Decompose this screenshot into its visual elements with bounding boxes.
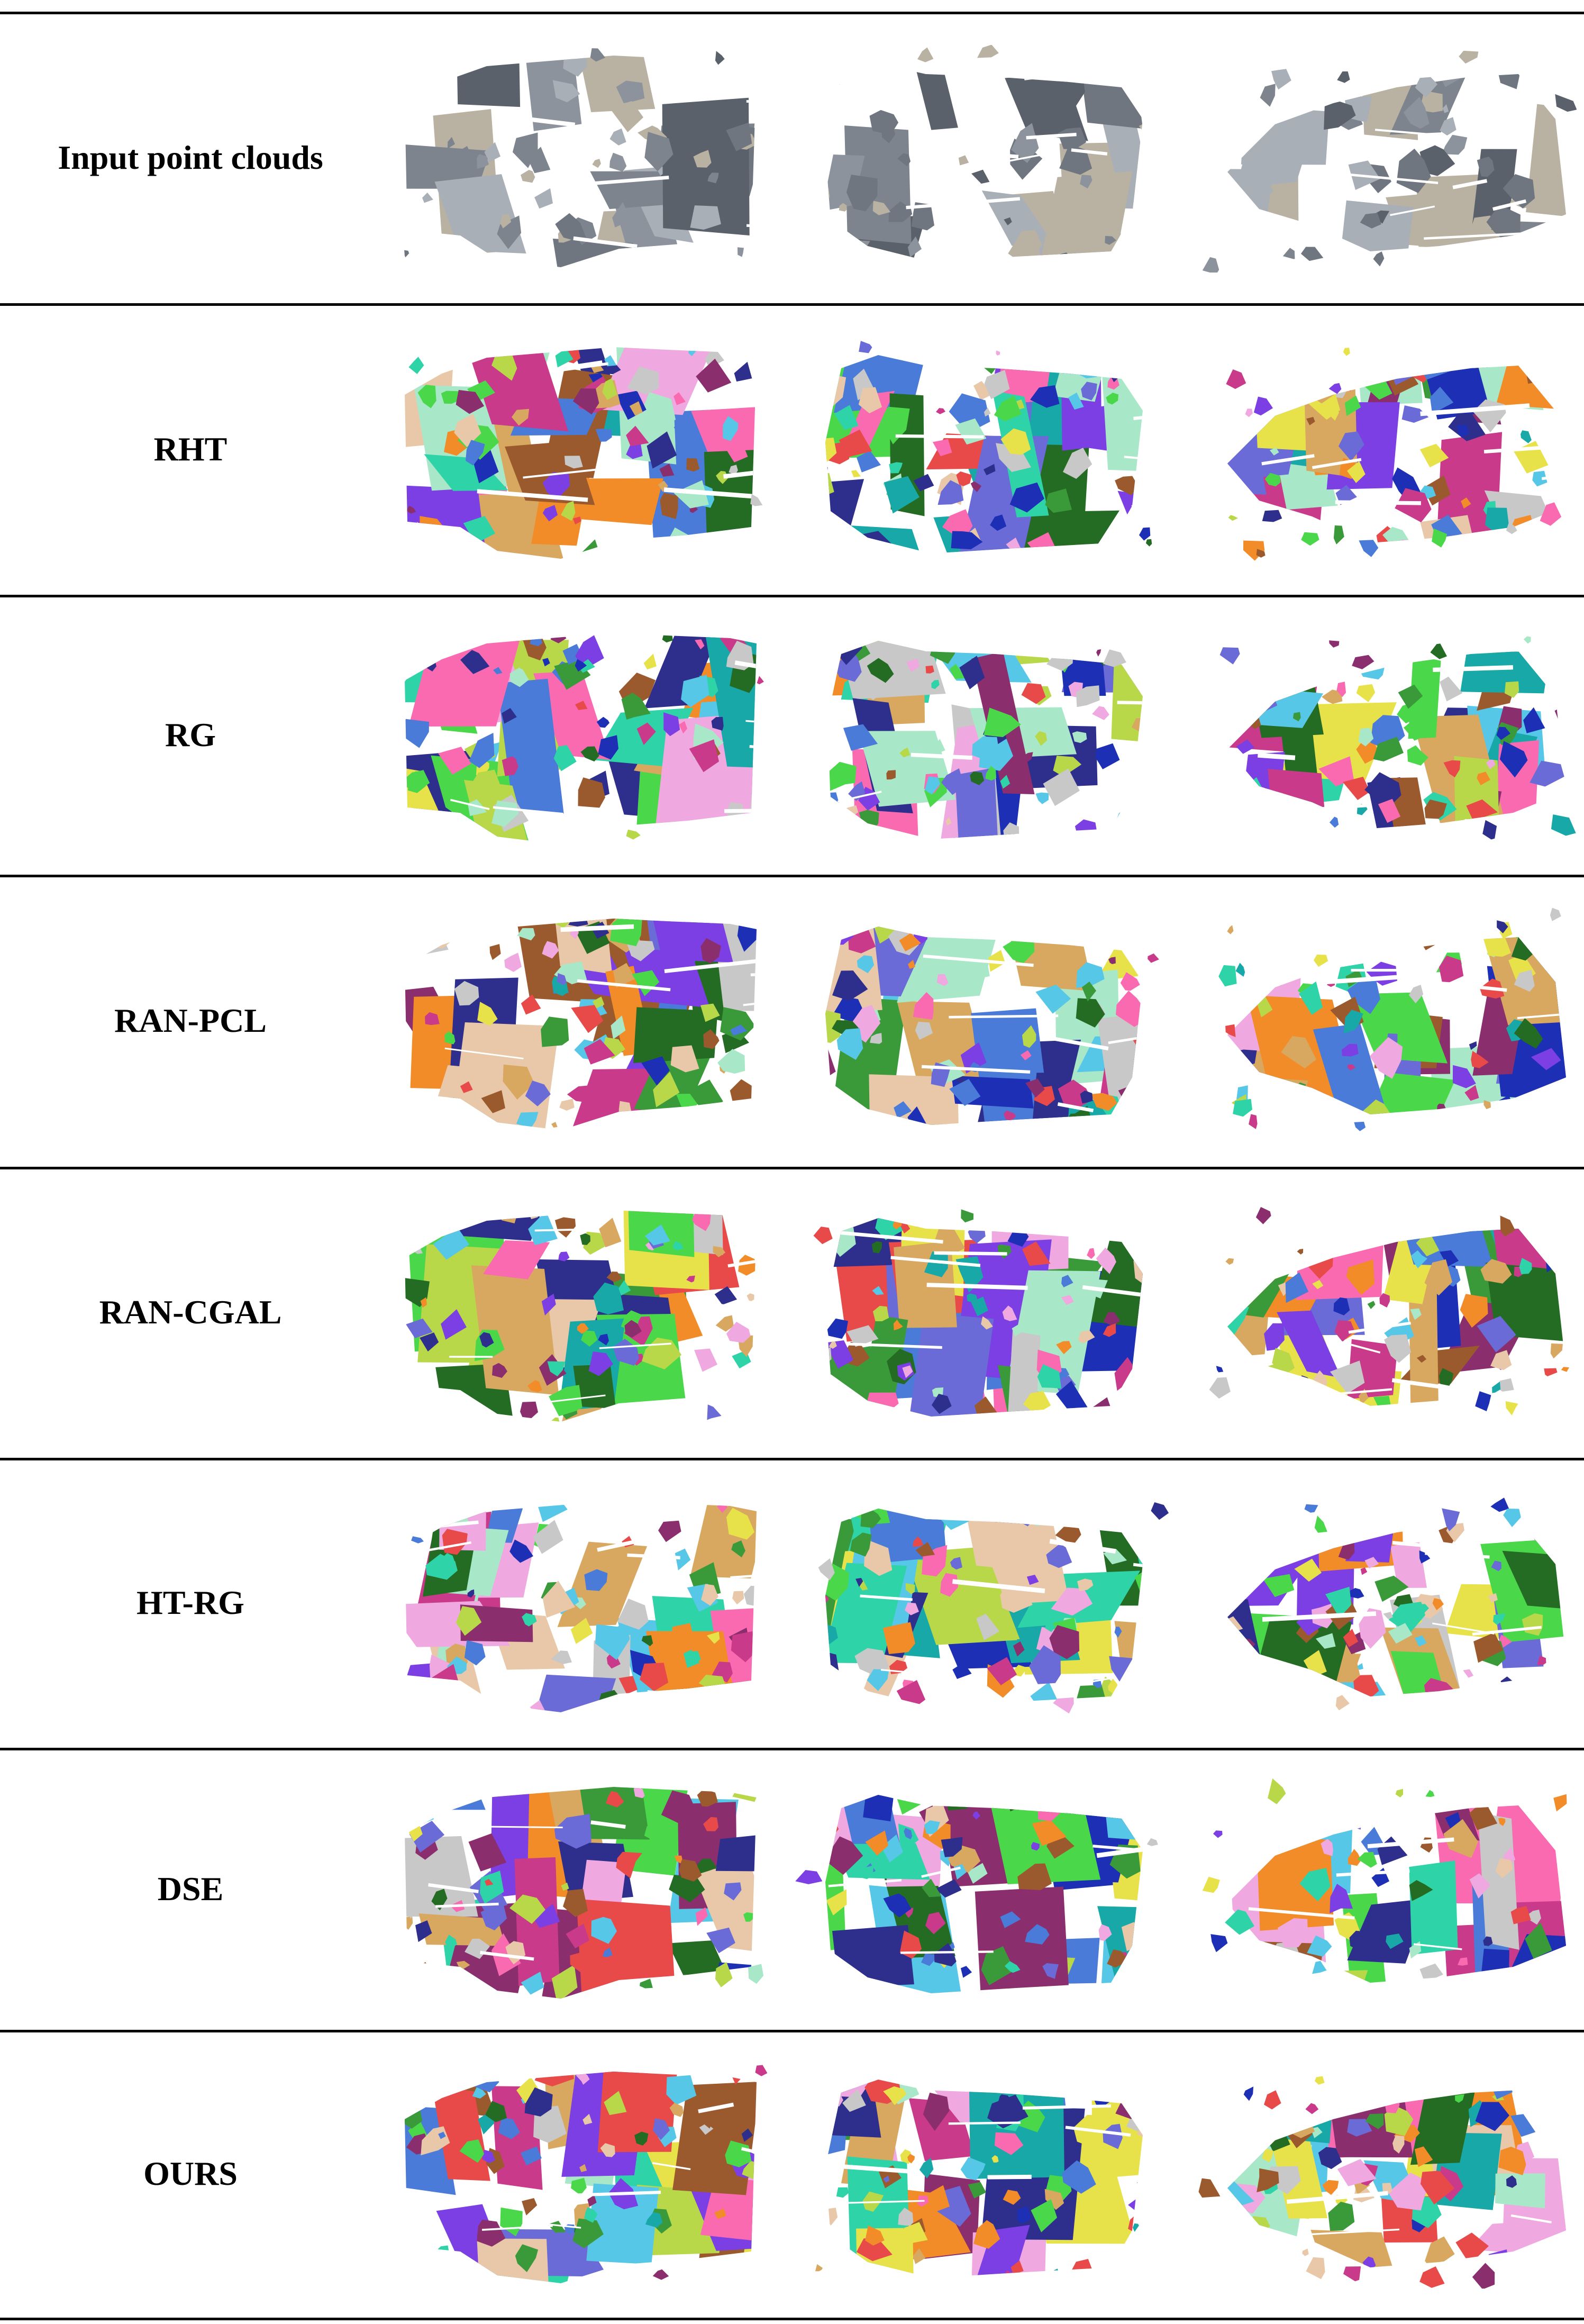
panel-input-point-clouds-outcrop-2: [794, 45, 1175, 273]
panel-ran-cgal-outcrop-3: [1196, 1200, 1577, 1427]
panel-rg-outcrop-3: [1196, 622, 1577, 850]
row-label-dse: DSE: [157, 1870, 224, 1908]
row-label-input-point-clouds: Input point clouds: [58, 139, 323, 176]
panel-ran-cgal-outcrop-2: [794, 1200, 1175, 1427]
row-label-ran-pcl: RAN-PCL: [114, 1002, 267, 1039]
table-rule-6: [0, 1748, 1584, 1750]
panel-input-point-clouds-outcrop-1: [392, 45, 772, 273]
panel-ran-cgal-outcrop-1: [392, 1200, 772, 1427]
panel-dse-outcrop-1: [392, 1776, 772, 2004]
panel-ours-outcrop-1: [392, 2061, 772, 2289]
panel-dse-outcrop-2: [794, 1776, 1175, 2004]
panel-ht-rg-outcrop-2: [794, 1490, 1175, 1718]
row-label-ours: OURS: [143, 2155, 238, 2192]
table-rule-4: [0, 1167, 1584, 1169]
table-rule-7: [0, 2030, 1584, 2032]
panel-rg-outcrop-2: [794, 622, 1175, 850]
table-rule-8: [0, 2318, 1584, 2320]
table-rule-3: [0, 875, 1584, 877]
row-label-ran-cgal: RAN-CGAL: [99, 1293, 282, 1331]
panel-input-point-clouds-outcrop-3: [1196, 45, 1577, 273]
table-rule-1: [0, 303, 1584, 306]
table-rule-0: [0, 12, 1584, 14]
panel-ht-rg-outcrop-3: [1196, 1490, 1577, 1718]
table-rule-2: [0, 595, 1584, 597]
panel-ht-rg-outcrop-1: [392, 1490, 772, 1718]
panel-ours-outcrop-3: [1196, 2061, 1577, 2289]
row-label-ht-rg: HT-RG: [136, 1584, 244, 1621]
panel-ran-pcl-outcrop-2: [794, 908, 1175, 1136]
table-rule-5: [0, 1458, 1584, 1460]
panel-rht-outcrop-3: [1196, 337, 1577, 564]
panel-ran-pcl-outcrop-3: [1196, 908, 1577, 1136]
panel-ours-outcrop-2: [794, 2061, 1175, 2289]
panel-rht-outcrop-1: [392, 337, 772, 564]
row-label-rht: RHT: [153, 430, 227, 468]
panel-rg-outcrop-1: [392, 622, 772, 850]
panel-rht-outcrop-2: [794, 337, 1175, 564]
panel-dse-outcrop-3: [1196, 1776, 1577, 2004]
panel-ran-pcl-outcrop-1: [392, 908, 772, 1136]
row-label-rg: RG: [165, 716, 216, 754]
